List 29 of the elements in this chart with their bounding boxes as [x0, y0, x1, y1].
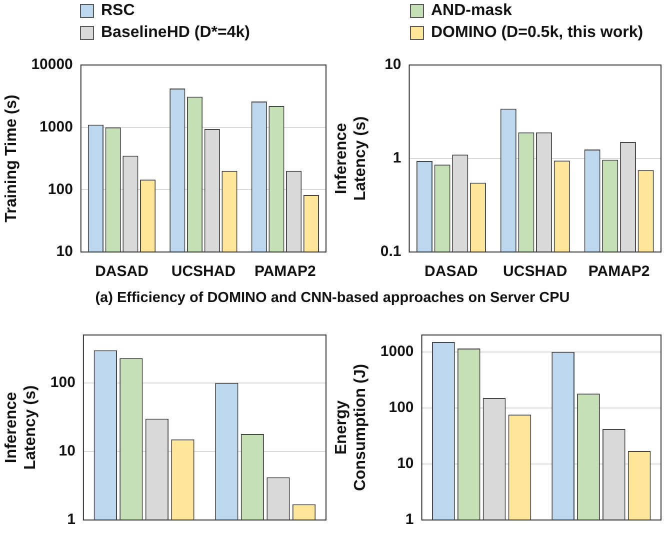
legend-label: BaselineHD (D*=4k) — [100, 24, 251, 42]
x-tick-label: DASAD — [95, 263, 149, 280]
x-tick-label: UCSHAD — [503, 263, 568, 280]
y-tick-label: 0.1 — [380, 243, 402, 260]
x-tick-label: PAMAP2 — [588, 263, 650, 280]
x-tick-label: DASAD — [424, 263, 478, 280]
y-tick-label: 1000 — [40, 118, 73, 136]
x-tick-label: PAMAP2 — [254, 263, 316, 280]
y-axis-title: Energy Consumption (J) — [333, 364, 370, 492]
y-tick-label: 100 — [50, 374, 76, 392]
y-axis-title: Inference Latency (s) — [3, 385, 40, 470]
y-tick-label: 100 — [388, 399, 414, 416]
y-tick-label: 10 — [384, 56, 402, 74]
legend-label: DOMINO (D=0.5k, this work) — [430, 24, 644, 42]
y-tick-label: 100 — [48, 180, 73, 198]
legend-label: RSC — [100, 2, 136, 20]
y-tick-label: 1 — [405, 511, 414, 528]
legend-label: AND-mask — [430, 2, 513, 20]
x-tick-label: UCSHAD — [171, 263, 236, 280]
y-tick-label: 1000 — [380, 343, 414, 360]
y-tick-label: 10 — [58, 442, 76, 460]
y-axis-title: Training Time (s) — [3, 94, 20, 222]
y-tick-label: 1 — [67, 511, 76, 528]
y-axis-title: Inference Latency (s) — [333, 116, 370, 201]
y-tick-label: 10 — [56, 243, 73, 260]
y-tick-label: 10000 — [31, 56, 73, 74]
y-tick-label: 10 — [397, 455, 414, 472]
text: (a) Efficiency of DOMINO and CNN-based approaches on Server CPU — [94, 290, 571, 306]
y-tick-label: 1 — [392, 150, 402, 167]
